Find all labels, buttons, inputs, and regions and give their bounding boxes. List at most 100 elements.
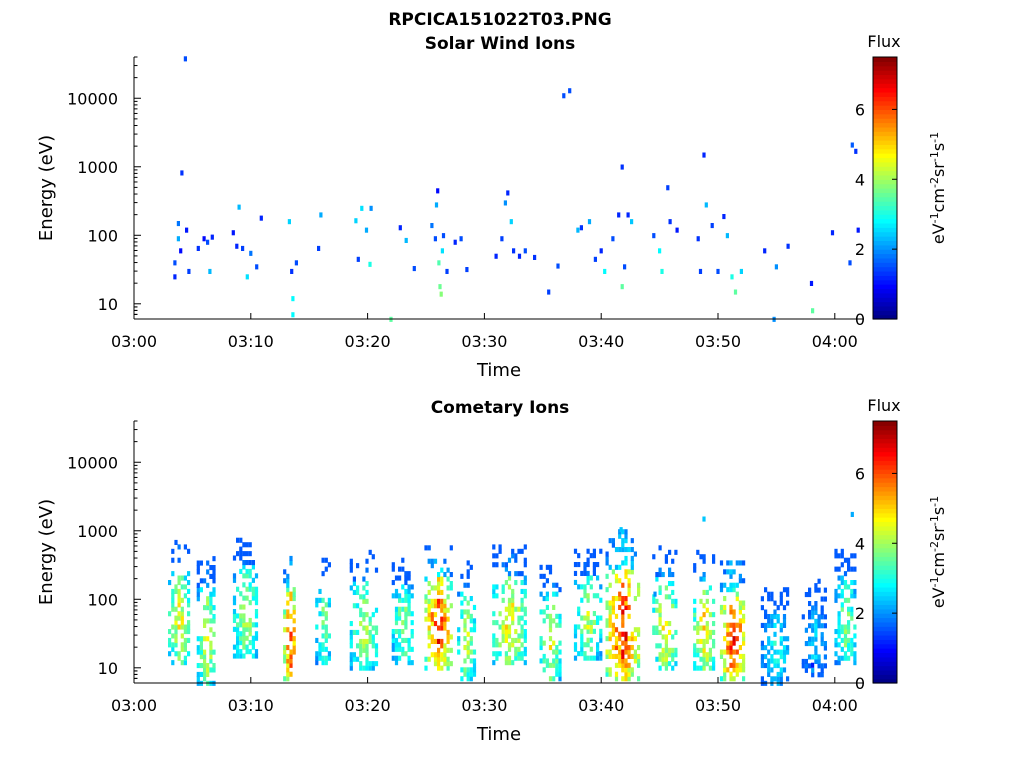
heatmap-cell [174,642,178,648]
heatmap-cell [371,665,375,671]
heatmap-cell [723,667,727,673]
heatmap-cell [605,551,609,557]
heatmap-cell [608,618,612,624]
heatmap-cell [251,577,255,583]
colorbar-swatch [873,595,897,601]
heatmap-cell [605,649,609,655]
colorbar-swatch [873,65,897,71]
heatmap-cell [437,647,441,653]
heatmap-cell [292,604,296,610]
heatmap-cell [365,612,369,618]
heatmap-cell [592,548,596,554]
heatmap-cell [248,617,252,623]
heatmap-cell [735,560,739,566]
colorbar-swatch [873,626,897,632]
heatmap-cell [254,600,259,606]
heatmap-cell [433,652,438,658]
heatmap-cell [183,624,187,630]
heatmap-cell [501,597,505,603]
heatmap-cell [848,260,852,266]
heatmap-cell [410,646,414,652]
heatmap-cell [658,248,662,254]
heatmap-cell [212,569,216,575]
heatmap-cell [248,649,252,655]
heatmap-cell [437,656,441,662]
heatmap-cell [630,653,634,659]
heatmap-cell [608,564,612,570]
heatmap-cell [568,88,572,94]
colorbar-swatch [873,231,897,237]
heatmap-cell [782,587,787,593]
heatmap-cell [523,633,527,639]
heatmap-cell [732,662,736,668]
heatmap-cell [853,566,857,572]
heatmap-cell [624,560,628,566]
colorbar-swatch [873,665,897,671]
colorbar-swatch [873,153,897,159]
heatmap-cell [459,236,463,242]
heatmap-cell [424,665,428,671]
heatmap-cell [630,538,634,544]
heatmap-cell [811,672,815,678]
colorbar-swatch [873,214,897,220]
heatmap-cell [614,564,619,570]
heatmap-cell [853,642,857,648]
heatmap-cell [596,562,600,568]
heatmap-cell [786,676,790,682]
heatmap-cell [427,603,431,609]
heatmap-cell [705,652,709,658]
heatmap-cell [446,594,450,600]
heatmap-cell [696,638,700,644]
heatmap-cell [605,671,609,677]
heatmap-cell [696,652,700,658]
heatmap-cell [850,615,854,621]
heatmap-cell [840,593,844,599]
heatmap-cell [705,589,709,595]
heatmap-cell [738,573,742,579]
heatmap-cell [621,667,625,673]
heatmap-cell [500,236,504,242]
heatmap-cell [232,577,237,583]
heatmap-cell [732,609,736,615]
colorbar-swatch [873,556,897,562]
heatmap-cell [443,612,447,618]
heatmap-cell [804,663,808,669]
heatmap-cell [661,647,665,653]
heatmap-cell [514,651,518,657]
heatmap-cell [174,606,178,612]
heatmap-cell [767,618,771,624]
heatmap-cell [702,643,706,649]
heatmap-cell [457,627,461,633]
heatmap-cell [495,655,499,661]
heatmap-cell [427,656,431,662]
colorbar-swatch [873,451,897,457]
heatmap-cell [558,658,562,664]
heatmap-cell [440,598,444,604]
heatmap-cell [404,580,408,586]
heatmap-cell [618,596,622,602]
heatmap-cell [349,563,353,569]
colorbar-tick-label: 4 [855,534,865,553]
colorbar-swatch [873,292,897,298]
heatmap-cell [492,562,496,568]
colorbar-swatch [873,288,897,294]
heatmap-cell [492,651,496,657]
colorbar-swatch [873,196,897,202]
heatmap-cell [586,575,590,581]
heatmap-cell [779,671,783,677]
heatmap-cell [624,529,628,535]
heatmap-cell [668,594,672,600]
heatmap-cell [523,660,527,666]
heatmap-cell [735,667,739,673]
heatmap-cell [245,551,249,557]
heatmap-cell [614,578,619,584]
x-tick-label: 03:30 [461,696,507,715]
heatmap-cell [596,593,600,599]
colorbar-swatch [873,534,897,540]
heatmap-cell [555,667,559,673]
heatmap-cell [729,569,733,575]
heatmap-cell [466,573,470,579]
heatmap-cell [664,554,668,560]
colorbar-swatch [873,648,897,654]
heatmap-cell [180,624,184,630]
